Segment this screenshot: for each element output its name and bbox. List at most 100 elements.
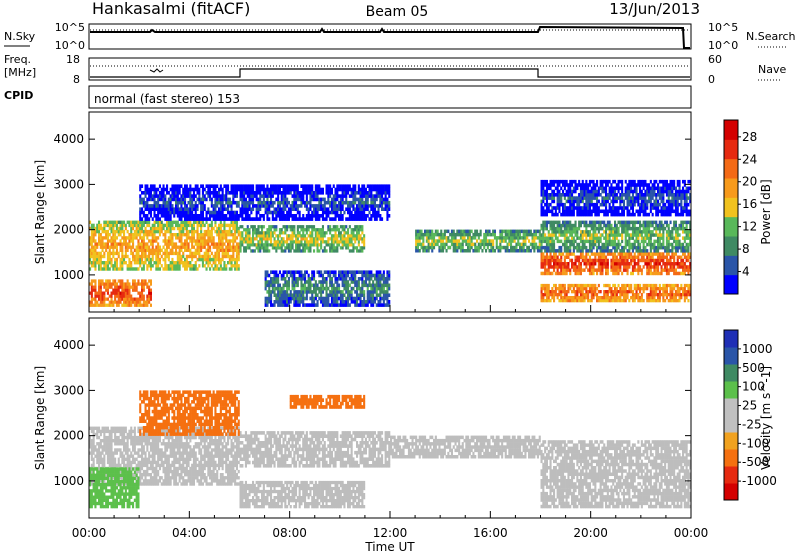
heatmap-cell [280, 191, 283, 195]
heatmap-cell [320, 228, 323, 232]
heatmap-cell [278, 200, 281, 205]
heatmap-cell [438, 249, 441, 253]
heatmap-cell [314, 283, 317, 288]
heatmap-cell [123, 261, 126, 265]
heatmap-cell [544, 239, 547, 244]
heatmap-cell [588, 290, 591, 294]
heatmap-cell [112, 233, 115, 237]
heatmap-cell [105, 223, 108, 228]
heatmap-cell [89, 303, 92, 307]
heatmap-cell [334, 225, 337, 229]
heatmap-cell [270, 231, 273, 235]
heatmap-cell [674, 296, 677, 300]
heatmap-band [415, 229, 541, 253]
heatmap-cell [499, 249, 502, 253]
heatmap-cell [119, 300, 122, 304]
heatmap-cell [642, 283, 645, 288]
heatmap-cell [157, 197, 160, 202]
heatmap-cell [117, 229, 120, 234]
heatmap-cell [99, 282, 102, 286]
heatmap-cell [180, 204, 183, 208]
heatmap-cell [307, 280, 310, 284]
heatmap-cell [166, 210, 169, 215]
heatmap-cell [655, 258, 658, 263]
heatmap-cell [243, 197, 246, 202]
heatmap-cell [230, 239, 233, 243]
heatmap-cell [665, 262, 668, 266]
heatmap-cell [237, 245, 240, 249]
heatmap-cell [209, 184, 212, 188]
heatmap-cell [209, 248, 212, 252]
heatmap-cell [237, 229, 240, 234]
heatmap-cell [148, 264, 151, 268]
heatmap-cell [366, 214, 369, 218]
heatmap-cell [192, 267, 195, 271]
heatmap-cell [596, 299, 599, 303]
heatmap-cell [327, 300, 330, 304]
heatmap-cell [354, 270, 357, 274]
heatmap-cell [377, 210, 380, 215]
heatmap-cell [354, 197, 357, 202]
heatmap-cell [321, 217, 324, 221]
heatmap-cell [588, 258, 591, 263]
heatmap-cell [142, 297, 145, 301]
heatmap-cell [345, 283, 348, 288]
heatmap-cell [676, 271, 679, 276]
heatmap-cell [99, 223, 102, 228]
heatmap-cell [286, 286, 289, 291]
heatmap-cell [307, 207, 310, 211]
heatmap-cell [379, 286, 382, 291]
heatmap-cell [318, 197, 321, 202]
heatmap-cell [622, 255, 625, 259]
heatmap-cell [200, 236, 203, 240]
heatmap-cell [194, 267, 197, 271]
heatmap-cell [348, 234, 351, 238]
heatmap-cell [348, 290, 351, 294]
heatmap-cell [384, 184, 387, 188]
heatmap-cell [268, 194, 271, 198]
heatmap-cell [590, 296, 593, 300]
heatmap-cell [547, 290, 550, 294]
heatmap-cell [363, 246, 366, 250]
heatmap-cell [386, 286, 389, 291]
heatmap-cell [330, 296, 333, 301]
nsearch-label: N.Search [746, 30, 796, 43]
heatmap-cell [569, 223, 572, 228]
heatmap-cell [234, 261, 237, 265]
heatmap-cell [293, 194, 296, 198]
heatmap-cell [384, 194, 387, 198]
heatmap-cell [341, 273, 344, 278]
heatmap-cell [640, 268, 643, 272]
heatmap-cell [388, 184, 391, 188]
heatmap-cell [542, 265, 545, 269]
heatmap-cell [364, 270, 367, 274]
heatmap-cell [572, 230, 575, 234]
heatmap-cell [209, 197, 212, 202]
heatmap-cell [98, 226, 101, 231]
heatmap-cell [305, 217, 308, 221]
heatmap-cell [370, 191, 373, 195]
heatmap-cell [273, 286, 276, 291]
heatmap-cell [139, 233, 142, 237]
heatmap-cell [560, 287, 563, 291]
heatmap-cell [141, 236, 144, 240]
heatmap-cell [603, 290, 606, 294]
heatmap-cell [237, 184, 240, 188]
heatmap-cell [581, 283, 584, 288]
heatmap-cell [556, 230, 559, 234]
heatmap-cell [201, 194, 204, 198]
heatmap-cell [476, 245, 479, 250]
heatmap-cell [284, 200, 287, 205]
heatmap-cell [126, 294, 129, 298]
heatmap-cell [234, 214, 237, 218]
heatmap-cell [592, 258, 595, 263]
heatmap-cell [289, 184, 292, 188]
heatmap-cell [311, 273, 314, 278]
heatmap-cell [273, 184, 276, 188]
heatmap-cell [266, 246, 269, 250]
heatmap-cell [108, 223, 111, 228]
heatmap-cell [266, 249, 269, 253]
heatmap-cell [196, 257, 199, 262]
heatmap-cell [334, 200, 337, 205]
heatmap-cell [608, 287, 611, 291]
